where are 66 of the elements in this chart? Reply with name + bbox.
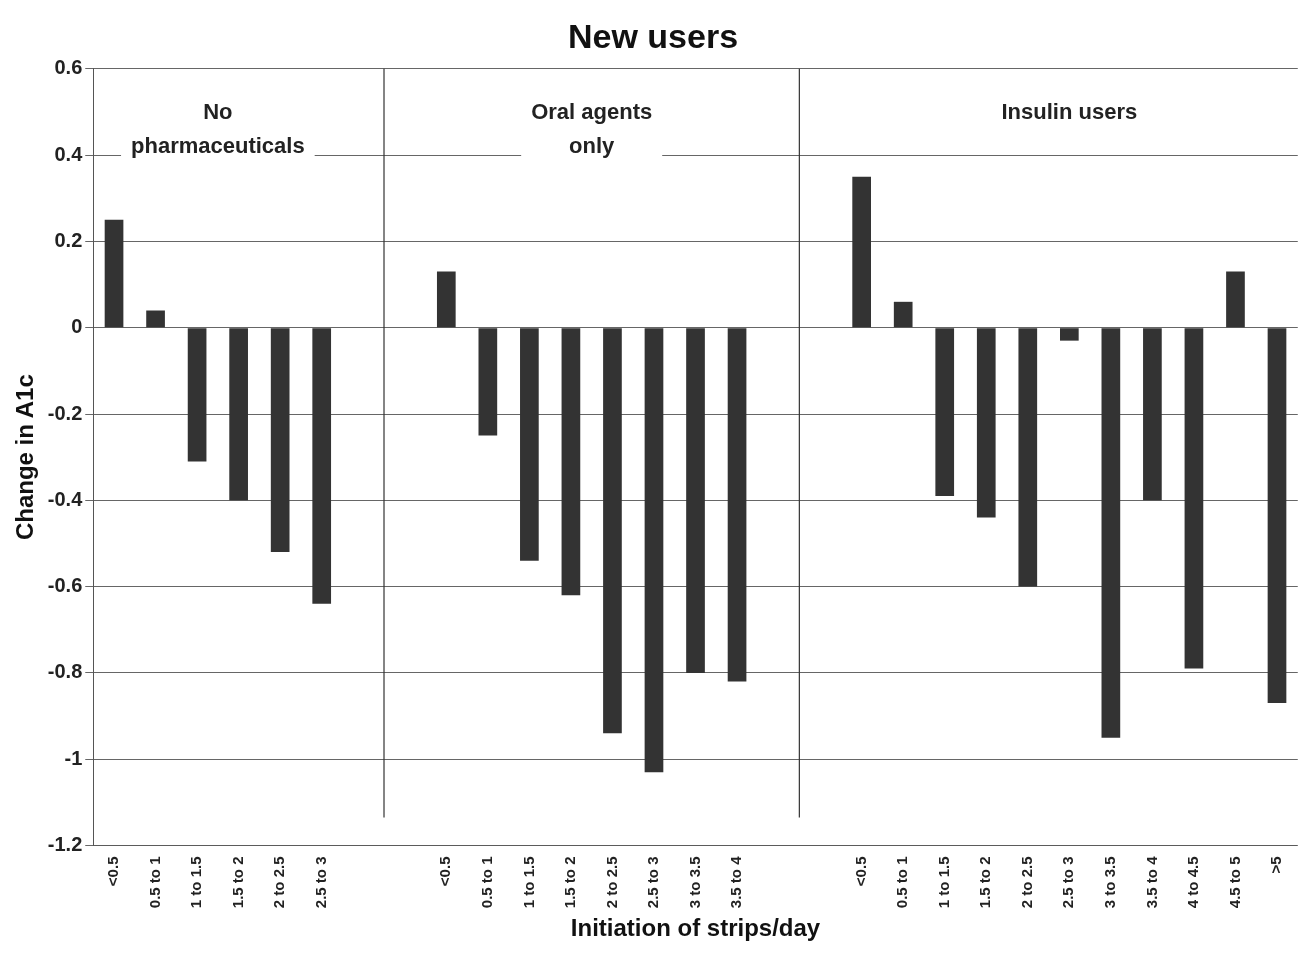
bar	[1059, 328, 1079, 341]
bar	[852, 176, 871, 328]
bar	[146, 310, 165, 328]
y-axis-title: Change in A1c	[11, 374, 39, 541]
x-tick-label: 1 to 1.5	[934, 856, 952, 909]
bar	[935, 328, 955, 496]
chart-title: New users	[567, 16, 739, 55]
x-tick-label: 1.5 to 2	[976, 856, 994, 909]
x-tick-label: 0.5 to 1	[477, 856, 495, 909]
y-tick-label: -0.2	[47, 401, 83, 424]
bar	[686, 328, 705, 673]
annotation: Oral agents only	[531, 98, 653, 158]
x-tick-label: <0.5	[436, 856, 454, 887]
x-tick-label: >5	[1267, 856, 1285, 874]
bar	[1267, 328, 1287, 704]
bar	[561, 328, 581, 596]
y-tick-label: -0.8	[47, 660, 83, 683]
y-tick-label: -0.4	[47, 487, 84, 510]
bar	[436, 271, 456, 328]
x-axis-title: Initiation of strips/day	[570, 914, 821, 942]
x-tick-label: 2 to 2.5	[1017, 856, 1035, 909]
annotation: No pharmaceuticals	[131, 98, 305, 158]
bar	[187, 328, 207, 462]
bar	[893, 301, 913, 328]
bar	[104, 219, 124, 328]
bar	[270, 328, 290, 553]
x-tick-label: 0.5 to 1	[145, 856, 163, 909]
bar	[976, 328, 996, 518]
x-tick-label: 0.5 to 1	[893, 856, 911, 909]
bar	[1101, 328, 1121, 738]
x-tick-label: 1.5 to 2	[561, 856, 579, 909]
bar	[478, 328, 498, 436]
bar	[520, 328, 539, 561]
x-tick-label: <0.5	[851, 856, 869, 887]
bar	[1226, 271, 1245, 328]
x-tick-label: 4.5 to 5	[1225, 856, 1243, 909]
y-tick-label: -0.6	[47, 574, 83, 597]
x-tick-label: 2 to 2.5	[602, 856, 620, 909]
bar	[1184, 328, 1204, 669]
annotation: Insulin users	[1001, 98, 1138, 124]
y-tick-label: -1	[64, 746, 83, 769]
x-tick-label: 1.5 to 2	[228, 856, 246, 909]
x-tick-label: 3 to 3.5	[685, 856, 703, 909]
y-tick-label: 0.2	[54, 228, 83, 251]
x-tick-label: <0.5	[104, 856, 122, 887]
x-tick-label: 3.5 to 4	[727, 855, 745, 909]
bar	[644, 328, 664, 773]
bar	[727, 328, 747, 682]
x-tick-label: 2.5 to 3	[644, 856, 662, 909]
x-tick-label: 2.5 to 3	[311, 856, 329, 909]
x-tick-label: 1 to 1.5	[187, 856, 205, 909]
x-tick-label: 2 to 2.5	[270, 856, 288, 909]
bar	[1143, 328, 1162, 501]
bar	[229, 328, 248, 501]
bar	[312, 328, 332, 604]
y-tick-label: 0	[71, 315, 83, 338]
x-tick-label: 3 to 3.5	[1101, 856, 1118, 909]
x-tick-label: 4 to 4.5	[1184, 856, 1202, 909]
y-tick-label: -1.2	[47, 833, 83, 856]
y-tick-label: 0.4	[54, 142, 84, 165]
bar	[603, 328, 622, 734]
y-tick-label: 0.6	[54, 56, 83, 79]
x-tick-label: 3.5 to 4	[1142, 855, 1160, 909]
bar	[1018, 328, 1038, 587]
x-tick-label: 1 to 1.5	[519, 856, 537, 909]
x-tick-label: 2.5 to 3	[1059, 856, 1077, 909]
